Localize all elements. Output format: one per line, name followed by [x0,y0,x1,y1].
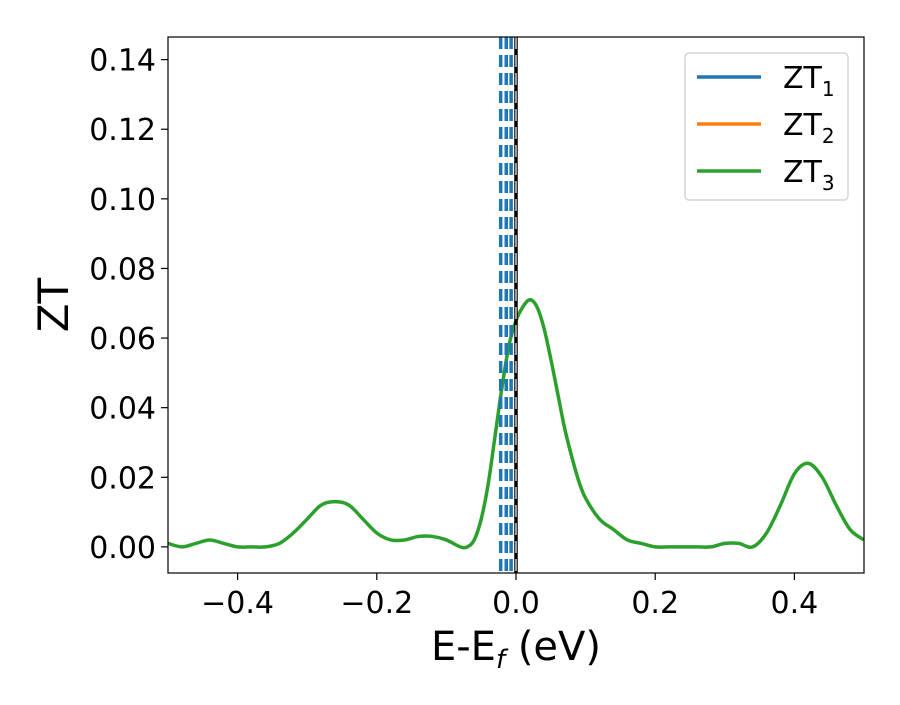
legend-label-3: ZT3 [783,155,835,195]
y-tick-label: 0.02 [89,461,156,496]
x-tick-label: −0.2 [340,586,413,621]
y-axis-label: ZT [29,277,78,332]
series-line-1 [168,298,864,550]
x-tick-label: −0.4 [201,586,274,621]
y-tick-label: 0.06 [89,322,156,357]
plot-area [168,37,864,573]
y-axis: 0.00 0.02 0.04 0.06 0.08 0.10 0.12 0.14 [89,44,168,566]
y-tick-label: 0.08 [89,252,156,287]
x-tick-label: 0.2 [631,586,679,621]
y-tick-label: 0.14 [89,44,156,79]
legend-label-1: ZT1 [783,61,835,101]
x-axis: −0.4 −0.2 0.0 0.2 0.4 [201,573,818,621]
x-tick-label: 0.0 [492,586,540,621]
y-tick-label: 0.10 [89,183,156,218]
y-tick-label: 0.12 [89,113,156,148]
x-tick-label: 0.4 [771,586,819,621]
legend-box [684,52,849,201]
legend: ZT1 ZT2 ZT3 [684,52,849,201]
x-axis-label-unit: (eV) [505,624,601,670]
legend-label-2: ZT2 [783,108,835,148]
x-axis-label: E-Ef (eV) [431,624,601,675]
x-axis-label-main: E-E [431,624,496,670]
y-tick-label: 0.04 [89,392,156,427]
y-tick-label: 0.00 [89,531,156,566]
